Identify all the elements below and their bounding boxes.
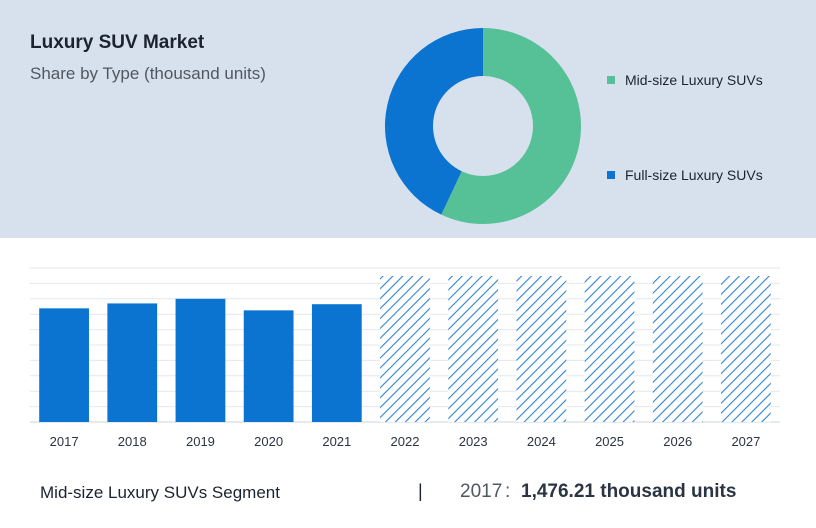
x-tick-label: 2020 bbox=[254, 434, 283, 449]
legend-swatch-full-size bbox=[607, 171, 615, 179]
x-tick-label: 2025 bbox=[595, 434, 624, 449]
x-tick-label: 2027 bbox=[731, 434, 760, 449]
x-tick-label: 2022 bbox=[391, 434, 420, 449]
footer-colon: : bbox=[505, 481, 511, 502]
segment-label: Mid-size Luxury SUVs Segment bbox=[40, 483, 280, 502]
legend-item-mid-size[interactable]: Mid-size Luxury SUVs bbox=[607, 71, 763, 89]
x-tick-label: 2017 bbox=[50, 434, 79, 449]
forecast-bar-2024[interactable] bbox=[516, 276, 567, 422]
legend-label-full-size: Full-size Luxury SUVs bbox=[625, 167, 763, 183]
legend-item-full-size[interactable]: Full-size Luxury SUVs bbox=[607, 166, 763, 184]
x-tick-label: 2018 bbox=[118, 434, 147, 449]
bar-2020[interactable] bbox=[243, 310, 294, 422]
x-tick-label: 2019 bbox=[186, 434, 215, 449]
footer-separator: | bbox=[418, 481, 423, 501]
forecast-bar-2027[interactable] bbox=[721, 276, 771, 422]
forecast-bar-2026[interactable] bbox=[652, 276, 703, 422]
x-tick-label: 2026 bbox=[663, 434, 692, 449]
bar-2019[interactable] bbox=[175, 298, 226, 422]
x-tick-label: 2021 bbox=[322, 434, 351, 449]
chart-title: Luxury SUV Market bbox=[30, 32, 205, 53]
x-tick-label: 2023 bbox=[459, 434, 488, 449]
legend-swatch-mid-size bbox=[607, 76, 615, 84]
bar-2018[interactable] bbox=[107, 303, 158, 422]
x-tick-label: 2024 bbox=[527, 434, 556, 449]
footer-year: 2017 bbox=[460, 481, 503, 502]
forecast-bar-2023[interactable] bbox=[448, 276, 499, 422]
chart-subtitle: Share by Type (thousand units) bbox=[30, 64, 266, 83]
legend-label-mid-size: Mid-size Luxury SUVs bbox=[625, 72, 763, 88]
share-panel: Luxury SUV Market Share by Type (thousan… bbox=[0, 0, 816, 238]
footer-value: 1,476.21 thousand units bbox=[521, 481, 737, 502]
bar-chart: 2017 2018 2019 2020 2021 2022 2023 2024 2025 2026… bbox=[30, 267, 780, 449]
donut-chart bbox=[385, 28, 581, 224]
bar-2017[interactable] bbox=[39, 308, 89, 422]
donut-slice-mid-size[interactable] bbox=[441, 28, 581, 224]
forecast-bar-2022[interactable] bbox=[380, 276, 430, 422]
bar-2021[interactable] bbox=[311, 304, 362, 422]
forecast-bar-2025[interactable] bbox=[584, 276, 635, 422]
donut-slice-full-size[interactable] bbox=[385, 28, 483, 215]
